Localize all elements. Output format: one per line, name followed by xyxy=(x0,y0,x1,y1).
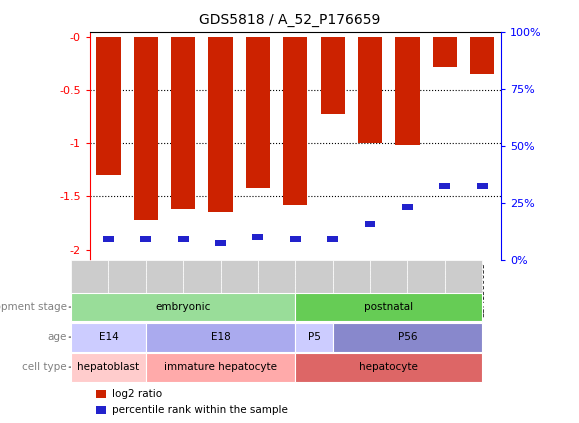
Text: hepatocyte: hepatocyte xyxy=(360,362,418,372)
Bar xyxy=(283,37,307,205)
Bar xyxy=(171,37,195,209)
Text: embryonic: embryonic xyxy=(156,302,211,312)
Bar xyxy=(252,233,263,240)
Bar xyxy=(215,240,226,246)
Text: immature hepatocyte: immature hepatocyte xyxy=(164,362,277,372)
Bar xyxy=(103,236,114,242)
Bar xyxy=(395,37,420,146)
Text: E18: E18 xyxy=(211,332,230,342)
Bar xyxy=(96,37,120,175)
Text: percentile rank within the sample: percentile rank within the sample xyxy=(112,405,288,415)
Bar xyxy=(470,37,494,74)
Text: hepatoblast: hepatoblast xyxy=(78,362,140,372)
Bar xyxy=(327,236,338,242)
Bar xyxy=(439,183,450,189)
Text: P5: P5 xyxy=(307,332,320,342)
Bar xyxy=(433,37,457,67)
Bar xyxy=(245,37,270,188)
Bar xyxy=(402,204,413,210)
Text: cell type: cell type xyxy=(22,362,67,372)
Bar xyxy=(178,236,189,242)
Text: GDS5818 / A_52_P176659: GDS5818 / A_52_P176659 xyxy=(199,13,380,27)
Bar xyxy=(477,183,488,189)
Text: age: age xyxy=(47,332,67,342)
Text: postnatal: postnatal xyxy=(364,302,413,312)
Bar xyxy=(140,236,151,242)
Bar xyxy=(321,37,345,113)
Text: E14: E14 xyxy=(98,332,118,342)
Text: P56: P56 xyxy=(398,332,417,342)
Text: development stage: development stage xyxy=(0,302,67,312)
Text: log2 ratio: log2 ratio xyxy=(112,389,162,399)
Bar xyxy=(365,221,376,227)
Bar xyxy=(358,37,382,143)
Bar xyxy=(208,37,233,212)
Bar xyxy=(290,236,301,242)
Bar xyxy=(134,37,158,220)
